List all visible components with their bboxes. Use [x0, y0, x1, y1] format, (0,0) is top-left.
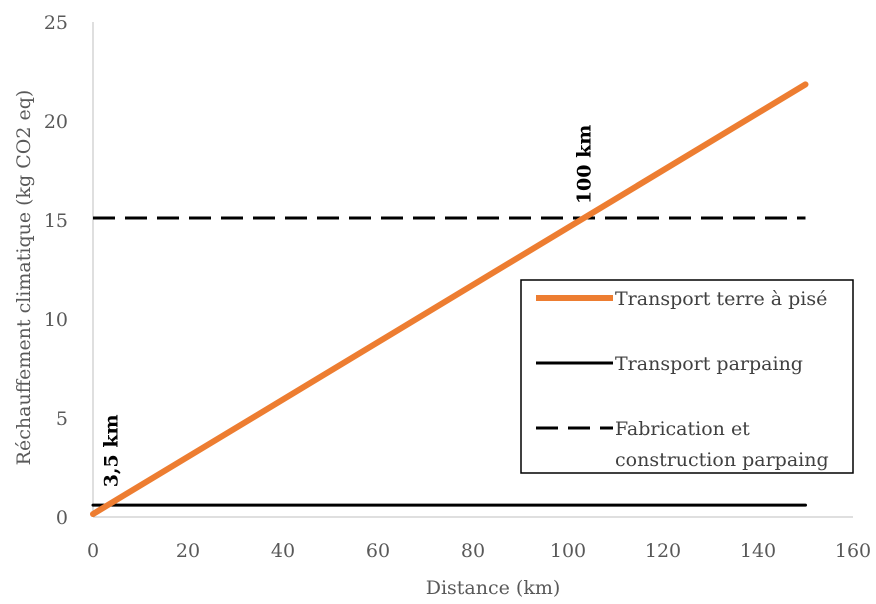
x-tick-label: 0: [87, 540, 99, 562]
legend-label: construction parpaing: [615, 449, 829, 471]
y-tick-label: 0: [56, 507, 68, 529]
x-tick-label: 40: [271, 540, 295, 562]
x-tick-label: 80: [461, 540, 485, 562]
annotation-label: 3,5 km: [101, 414, 123, 487]
x-tick-label: 120: [645, 540, 681, 562]
axes: 0 20 40 60 80 100 120 140 160 0 5 10 15 20 25: [44, 12, 871, 562]
x-tick-label: 100: [550, 540, 586, 562]
series-line: [90, 81, 809, 518]
y-tick-label: 20: [44, 111, 68, 133]
x-tick-label: 160: [835, 540, 871, 562]
annotation-label: 100 km: [573, 125, 595, 205]
legend-label: Transport terre à pisé: [615, 288, 827, 310]
x-tick-label: 60: [366, 540, 390, 562]
annotations: 3,5 km 100 km: [101, 125, 596, 488]
y-tick-label: 5: [56, 408, 68, 430]
y-tick-label: 15: [44, 210, 68, 232]
x-tick-label: 140: [740, 540, 776, 562]
y-axis-title: Réchauffement climatique (kg CO2 eq): [13, 90, 35, 466]
legend-label: Transport parpaing: [615, 353, 803, 375]
legend-label: Fabrication et: [615, 418, 750, 440]
y-tick-label: 25: [44, 12, 68, 34]
y-tick-label: 10: [44, 309, 68, 331]
legend: Transport terre à pisé Transport parpaing…: [520, 279, 854, 474]
legend-box: [520, 279, 854, 474]
series-layer: [90, 81, 809, 518]
x-axis-title: Distance (km): [426, 577, 561, 599]
x-tick-label: 20: [176, 540, 200, 562]
